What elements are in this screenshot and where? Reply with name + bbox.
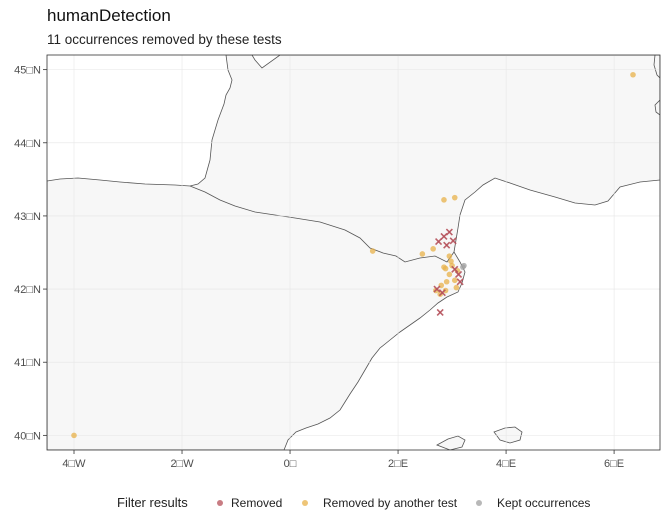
x-tick-label: 4□E (496, 458, 516, 470)
point-removed-by-another-test (441, 197, 447, 203)
y-tick-label: 41□N (14, 357, 41, 369)
point-removed (454, 270, 463, 279)
point-removed-stroke (436, 308, 444, 317)
point-removed-by-another-test (443, 278, 450, 285)
point-removed (451, 265, 459, 273)
legend: Filter results Removed Removed by anothe… (0, 493, 672, 513)
map-panel (46, 54, 661, 451)
point-removed (438, 289, 446, 297)
map-panel-border (46, 54, 661, 451)
map-title: humanDetection (47, 6, 171, 25)
x-tick-label: 2□W (170, 458, 194, 470)
point-removed-stroke (438, 289, 446, 297)
x-tick-label: 0□ (284, 458, 297, 470)
map-subtitle: 11 occurrences removed by these tests (47, 32, 282, 47)
x-tick-label: 6□E (604, 458, 624, 470)
point-removed-by-another-test (446, 271, 453, 278)
island (436, 435, 466, 450)
point-removed-by-another-test (442, 265, 449, 272)
point-removed-stroke (433, 285, 441, 293)
point-removed-by-another-test (369, 248, 376, 254)
coast-detail (653, 55, 660, 79)
legend-key-another (302, 500, 308, 506)
legend-item-another: Removed by another test (323, 496, 458, 510)
point-removed-by-another-test (71, 432, 77, 439)
point-removed-stroke (454, 270, 463, 279)
legend-item-kept: Kept occurrences (497, 496, 591, 510)
point-removed-stroke (451, 265, 459, 273)
y-axis: 45□N 44□N 43□N 42□N 41□N 40□N (14, 65, 47, 442)
x-tick-label: 2□E (388, 458, 408, 470)
point-removed (456, 278, 464, 286)
point-removed-by-another-test (451, 277, 458, 284)
point-removed (433, 285, 441, 293)
island (654, 99, 660, 116)
island (493, 426, 523, 444)
data-points (71, 71, 636, 439)
y-tick-label: 44□N (14, 138, 41, 150)
point-removed (434, 237, 443, 246)
point-removed-by-another-test (630, 71, 636, 78)
point-removed-stroke (434, 237, 443, 246)
point-removed-stroke (445, 228, 453, 236)
y-tick-label: 42□N (14, 284, 41, 296)
border-line (189, 185, 455, 263)
point-removed-by-another-test (453, 284, 460, 291)
land-mass-france-spain (47, 55, 660, 450)
point-removed (445, 228, 453, 236)
legend-title: Filter results (117, 495, 188, 510)
point-removed-stroke (449, 237, 457, 245)
x-tick-label: 4□W (62, 458, 86, 470)
legend-item-removed: Removed (231, 496, 283, 510)
legend-key-kept (476, 500, 482, 506)
point-removed-by-another-test (448, 258, 454, 265)
point-removed (436, 308, 444, 317)
point-removed (449, 237, 457, 245)
legend-key-removed (217, 500, 223, 506)
grid-lines (47, 55, 660, 450)
x-axis: 4□W 2□W 0□ 2□E 4□E 6□E (62, 450, 624, 470)
y-tick-label: 40□N (14, 430, 41, 442)
point-removed-by-another-test (419, 251, 426, 257)
point-removed-stroke (443, 241, 451, 249)
y-tick-label: 45□N (14, 65, 41, 77)
point-kept (460, 264, 466, 270)
point-removed-by-another-test (430, 246, 436, 252)
point-removed-stroke (456, 278, 464, 286)
point-removed-by-another-test (451, 194, 458, 201)
point-removed (443, 241, 451, 249)
point-removed-by-another-test (446, 253, 453, 259)
y-tick-label: 43□N (14, 211, 41, 223)
